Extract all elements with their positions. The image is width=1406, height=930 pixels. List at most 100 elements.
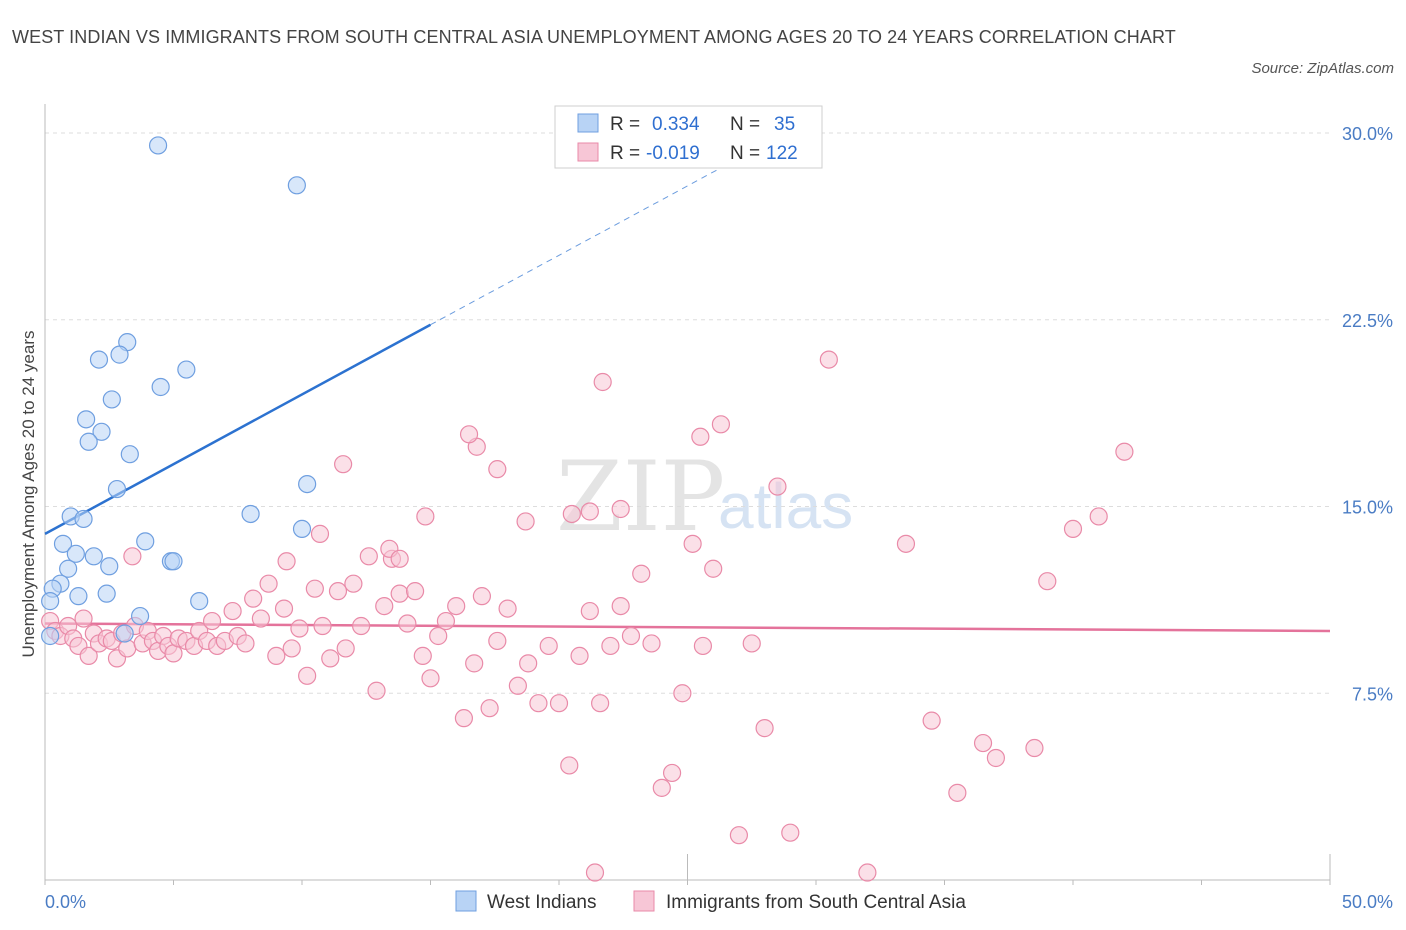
west-indians-point-8 (77, 410, 96, 429)
immigrants-point-118 (123, 547, 142, 566)
immigrants-point-28 (202, 611, 222, 631)
west-indians-trend-line (44, 323, 432, 535)
legend-r-value-2: -0.019 (646, 143, 700, 164)
legend-swatch-pink (577, 142, 599, 162)
x-tick-label-0: 0.0% (45, 892, 86, 912)
immigrants-point-64 (480, 699, 499, 718)
west-indians-point-19 (53, 534, 73, 553)
y-tick-label-0: 7.5% (1352, 684, 1393, 704)
immigrants-point-49 (359, 547, 378, 566)
immigrants-point-54 (398, 614, 417, 633)
immigrants-point-57 (421, 669, 440, 688)
immigrants-point-36 (259, 574, 278, 593)
immigrants-point-73 (570, 646, 589, 666)
immigrants-point-41 (298, 666, 317, 685)
series-legend-swatch-west-indians (455, 890, 477, 912)
west-indians-point-10 (79, 432, 98, 451)
legend-r-value-1: 0.334 (652, 114, 700, 135)
tick-labels: 7.5% 15.0% 22.5% 30.0% 0.0% 50.0% (45, 124, 1393, 912)
immigrants-point-51 (375, 596, 394, 616)
immigrants-point-95 (896, 534, 916, 553)
immigrants-point-31 (223, 601, 242, 621)
immigrants-point-58 (429, 626, 448, 646)
series-immigrants-points (41, 350, 1134, 882)
immigrants-point-68 (519, 654, 538, 673)
immigrants-point-84 (683, 534, 702, 553)
west-indians-point-23 (164, 552, 183, 571)
immigrants-point-34 (244, 589, 263, 608)
immigrants-point-109 (459, 425, 479, 444)
watermark-zip: ZIP (556, 441, 725, 553)
immigrants-point-61 (454, 709, 474, 728)
west-indians-point-12 (107, 479, 127, 499)
immigrants-point-102 (1063, 519, 1083, 539)
immigrants-point-39 (282, 639, 301, 658)
immigrants-point-93 (819, 350, 838, 369)
immigrants-point-79 (632, 564, 651, 583)
west-indians-point-18 (136, 532, 155, 551)
west-indians-point-21 (84, 547, 103, 566)
immigrants-point-69 (529, 694, 548, 713)
legend-r-label-2: R = (610, 143, 640, 164)
immigrants-point-112 (416, 507, 435, 526)
immigrants-point-121 (611, 499, 630, 519)
west-indians-point-15 (74, 509, 93, 529)
immigrants-point-50 (367, 681, 386, 700)
series-legend: West Indians Immigrants from South Centr… (455, 890, 966, 913)
immigrants-point-37 (267, 646, 286, 666)
legend-swatch-blue (577, 113, 599, 133)
immigrants-point-120 (580, 502, 599, 521)
immigrants-point-105 (585, 863, 605, 882)
immigrants-point-78 (621, 626, 641, 646)
series-legend-swatch-immigrants (633, 890, 655, 912)
immigrants-point-33 (236, 634, 255, 653)
legend-n-label-2: N = (730, 143, 760, 164)
immigrants-point-63 (472, 587, 491, 606)
trend-lines (44, 167, 1331, 633)
immigrants-point-42 (305, 579, 324, 598)
west-indians-trend-extension (430, 167, 722, 326)
immigrants-point-76 (601, 636, 620, 656)
west-indians-point-13 (298, 474, 317, 494)
west-indians-point-7 (102, 390, 121, 409)
immigrants-point-60 (447, 596, 466, 616)
immigrants-point-6 (74, 609, 93, 628)
y-tick-label-3: 30.0% (1342, 124, 1393, 144)
west-indians-point-30 (190, 592, 209, 611)
immigrants-point-87 (711, 415, 731, 434)
axes (44, 104, 1331, 885)
immigrants-point-103 (1089, 507, 1108, 526)
immigrants-point-90 (755, 719, 774, 738)
immigrants-point-65 (488, 631, 507, 651)
y-tick-label-1: 15.0% (1342, 498, 1393, 518)
immigrants-point-66 (498, 599, 517, 618)
immigrants-point-92 (781, 823, 800, 842)
immigrants-point-86 (704, 559, 723, 578)
west-indians-point-25 (59, 559, 78, 578)
west-indians-point-28 (69, 587, 88, 606)
series-west-indians-points (41, 136, 317, 646)
west-indians-point-29 (97, 584, 116, 603)
immigrants-point-56 (413, 646, 432, 666)
immigrants-point-80 (642, 634, 661, 653)
west-indians-point-34 (41, 626, 60, 646)
west-indians-point-1 (287, 176, 306, 195)
immigrants-point-40 (290, 619, 309, 638)
immigrants-point-104 (1115, 442, 1134, 461)
west-indians-point-16 (241, 504, 260, 524)
legend-n-value-2: 122 (766, 143, 798, 164)
immigrants-point-89 (742, 634, 761, 653)
y-tick-label-2: 22.5% (1342, 311, 1393, 331)
immigrants-point-96 (922, 711, 941, 730)
west-indians-point-17 (292, 519, 312, 539)
immigrants-point-7 (79, 646, 98, 666)
immigrants-point-35 (251, 609, 270, 628)
series-legend-immigrants: Immigrants from South Central Asia (666, 892, 966, 913)
immigrants-point-67 (508, 676, 527, 695)
immigrants-point-71 (549, 694, 569, 713)
immigrants-point-62 (465, 654, 484, 673)
immigrants-point-72 (560, 756, 579, 775)
immigrants-point-70 (539, 636, 558, 656)
correlation-legend: R = 0.334 N = 35 R = -0.019 N = 122 (554, 105, 823, 169)
